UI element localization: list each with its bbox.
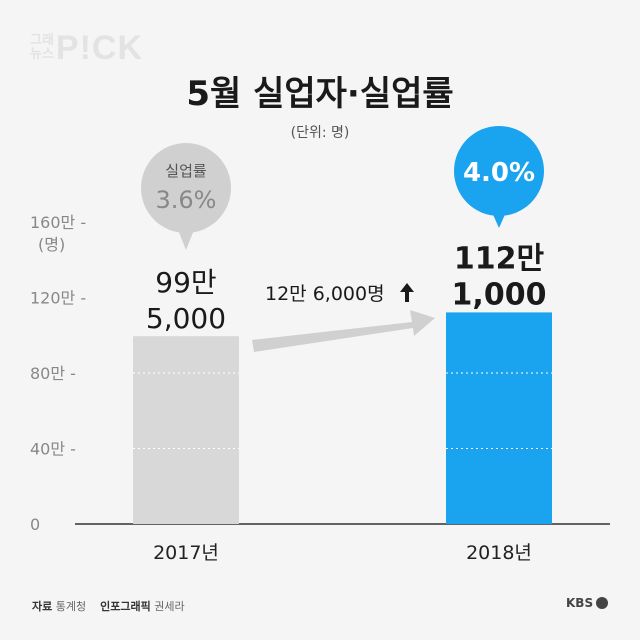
rate-value: 3.6% — [156, 186, 217, 214]
y-tick-label: 40만 - — [30, 440, 76, 459]
category-label: 2017년 — [153, 542, 219, 564]
y-tick-label: 160만 - — [30, 213, 86, 232]
bar — [446, 312, 552, 524]
y-tick-label: 120만 - — [30, 289, 86, 308]
page-title: 5월 실업자·실업률 — [186, 74, 454, 114]
rate-bubble — [141, 143, 231, 233]
logo-bottom: 뉴스 — [30, 47, 54, 62]
credit-label: 인포그래픽 — [100, 600, 151, 613]
y-tick-label: 80만 - — [30, 364, 76, 383]
source: 통계청 — [55, 600, 87, 613]
credit: 권세라 — [154, 600, 185, 613]
bar — [133, 336, 239, 524]
data-label-sub: 1,000 — [452, 277, 547, 312]
rate-value: 4.0% — [463, 158, 535, 188]
change-arrow — [252, 310, 435, 352]
y-unit-label: (명) — [38, 235, 65, 254]
logo-small-text: 그래 뉴스 — [30, 34, 54, 62]
logo-top: 그래 — [30, 33, 54, 48]
change-label: 12만 6,000명 — [265, 283, 385, 305]
data-label-main: 99만 — [155, 266, 216, 299]
rate-bubble — [454, 126, 544, 216]
rate-bubble-tail — [178, 230, 194, 250]
logo: 그래 뉴스 P!CK — [30, 28, 143, 68]
category-label: 2018년 — [466, 542, 532, 564]
footer: 자료 통계청 인포그래픽 권세라 — [32, 598, 185, 614]
data-label-main: 112만 — [454, 241, 545, 276]
unit-note: (단위: 명) — [290, 125, 350, 141]
logo-main: P!CK — [55, 28, 144, 67]
rate-label: 실업률 — [165, 162, 207, 180]
source-label: 자료 — [32, 600, 53, 613]
up-arrow-icon — [400, 283, 414, 302]
data-label-sub: 5,000 — [146, 302, 226, 335]
y-tick-label: 0 — [30, 515, 40, 534]
brand-logo: KBS — [566, 596, 609, 610]
brand-text: KBS — [566, 596, 594, 610]
brand-dot-icon — [596, 597, 609, 609]
